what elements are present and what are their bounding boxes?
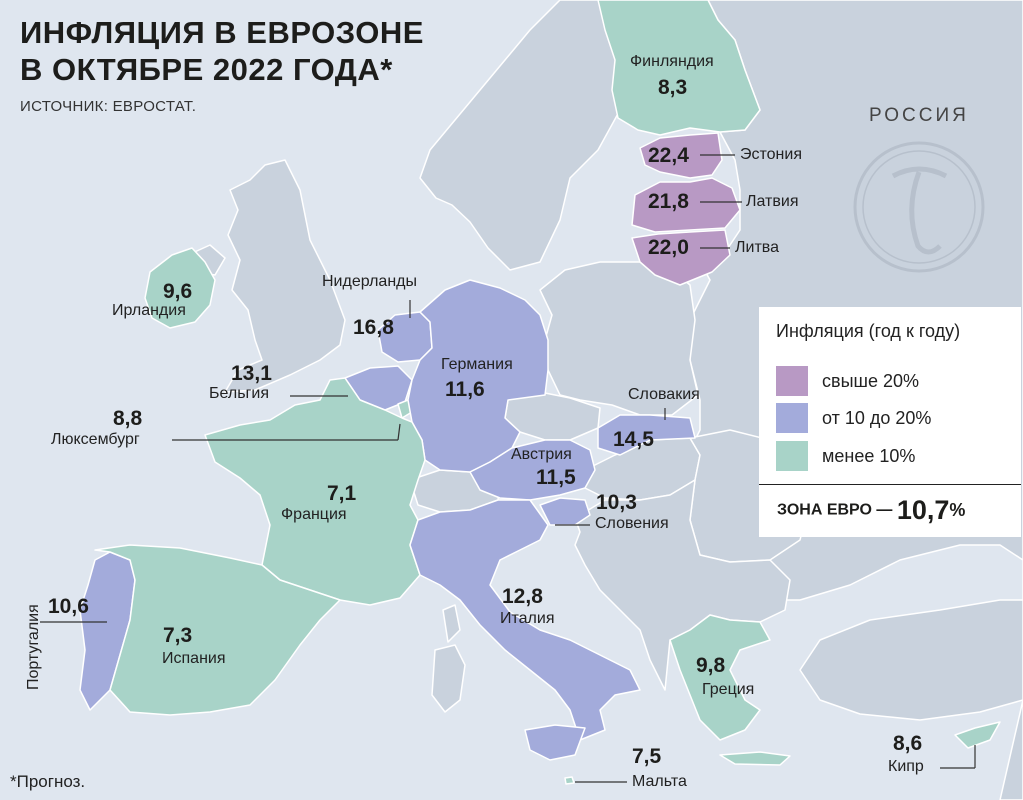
italy-name: Италия (500, 610, 555, 627)
netherlands-name: Нидерланды (322, 273, 417, 290)
finland-value: 8,3 (658, 76, 688, 99)
spain-name: Испания (162, 650, 226, 667)
russia-label: РОССИЯ (869, 105, 969, 126)
legend-swatch-purple (776, 366, 808, 396)
lithuania-shape (631, 229, 731, 286)
cyprus-name: Кипр (888, 758, 924, 775)
finland-name: Финляндия (630, 53, 714, 70)
eurozone-value: 10,7 (896, 495, 950, 525)
ireland-name: Ирландия (112, 302, 186, 319)
germany-value: 11,6 (445, 378, 485, 401)
austria-shape (469, 439, 596, 501)
portugal-value: 10,6 (48, 595, 89, 618)
latvia-value: 21,8 (648, 190, 689, 213)
legend-label: свыше 20% (822, 371, 919, 391)
cyprus-shape (954, 721, 1001, 749)
greece-value: 9,8 (696, 654, 726, 677)
slovenia-value: 10,3 (596, 491, 637, 514)
legend-item-below-10: менее 10% (774, 441, 1014, 471)
slovakia-value: 14,5 (613, 428, 654, 451)
legend-label: от 10 до 20% (822, 408, 932, 428)
netherlands-value: 16,8 (353, 316, 394, 339)
france-name: Франция (281, 506, 347, 523)
lithuania-name: Литва (735, 239, 779, 256)
ireland-value: 9,6 (163, 280, 193, 303)
slovenia-name: Словения (595, 515, 669, 532)
crete-shape (719, 751, 791, 766)
eurozone-total: ЗОНА ЕВРО — 10,7% (777, 495, 965, 526)
austria-name: Австрия (511, 446, 572, 463)
legend: Инфляция (год к году) свыше 20% от 10 до… (759, 307, 1021, 537)
corsica-shape (442, 604, 461, 643)
legend-label: менее 10% (822, 446, 916, 466)
luxembourg-value: 8,8 (113, 407, 143, 430)
legend-divider (759, 484, 1021, 485)
germany-name: Германия (441, 356, 513, 373)
belgium-name: Бельгия (209, 385, 269, 402)
luxembourg-name: Люксембург (51, 431, 140, 448)
eurozone-unit: % (949, 500, 966, 520)
legend-item-above-20: свыше 20% (774, 366, 1014, 396)
malta-value: 7,5 (632, 745, 662, 768)
belgium-value: 13,1 (231, 362, 272, 385)
slovakia-shape (597, 414, 696, 456)
france-value: 7,1 (327, 482, 357, 505)
latvia-shape (631, 177, 741, 233)
sardinia-shape (431, 644, 466, 713)
austria-value: 11,5 (536, 466, 576, 489)
eurozone-countries (79, 0, 1001, 785)
sicily-shape (524, 724, 586, 761)
finland-shape (597, 0, 761, 136)
page-title: ИНФЛЯЦИЯ В ЕВРОЗОНЕ В ОКТЯБРЕ 2022 ГОДА* (20, 14, 424, 88)
newspaper-logo (853, 141, 985, 273)
france-shape (204, 377, 426, 606)
malta-shape (564, 776, 575, 785)
italy-value: 12,8 (502, 585, 543, 608)
lithuania-value: 22,0 (648, 236, 689, 259)
estonia-name: Эстония (740, 146, 802, 163)
cyprus-value: 8,6 (893, 732, 923, 755)
portugal-name: Португалия (25, 604, 42, 690)
title-line-1: ИНФЛЯЦИЯ В ЕВРОЗОНЕ (20, 15, 424, 50)
title-line-2: В ОКТЯБРЕ 2022 ГОДА* (20, 52, 393, 87)
legend-swatch-green (776, 441, 808, 471)
estonia-shape (639, 132, 723, 179)
latvia-name: Латвия (746, 193, 799, 210)
ireland-shape (144, 247, 216, 329)
greece-name: Греция (702, 681, 755, 698)
greece-shape (669, 614, 771, 741)
leader-lines (40, 154, 976, 783)
slovakia-name: Словакия (628, 386, 700, 403)
spain-value: 7,3 (163, 624, 193, 647)
footnote: *Прогноз. (10, 772, 86, 791)
legend-item-10-to-20: от 10 до 20% (774, 403, 1014, 433)
slovenia-shape (539, 497, 591, 526)
source-note: ИСТОЧНИК: ЕВРОСТАТ. (20, 98, 197, 115)
malta-name: Мальта (632, 773, 687, 790)
spain-shape (94, 544, 341, 716)
italy-shape (409, 499, 641, 741)
estonia-value: 22,4 (648, 144, 689, 167)
eurozone-label: ЗОНА ЕВРО — (777, 501, 893, 519)
legend-swatch-blue (776, 403, 808, 433)
legend-title: Инфляция (год к году) (776, 321, 961, 341)
